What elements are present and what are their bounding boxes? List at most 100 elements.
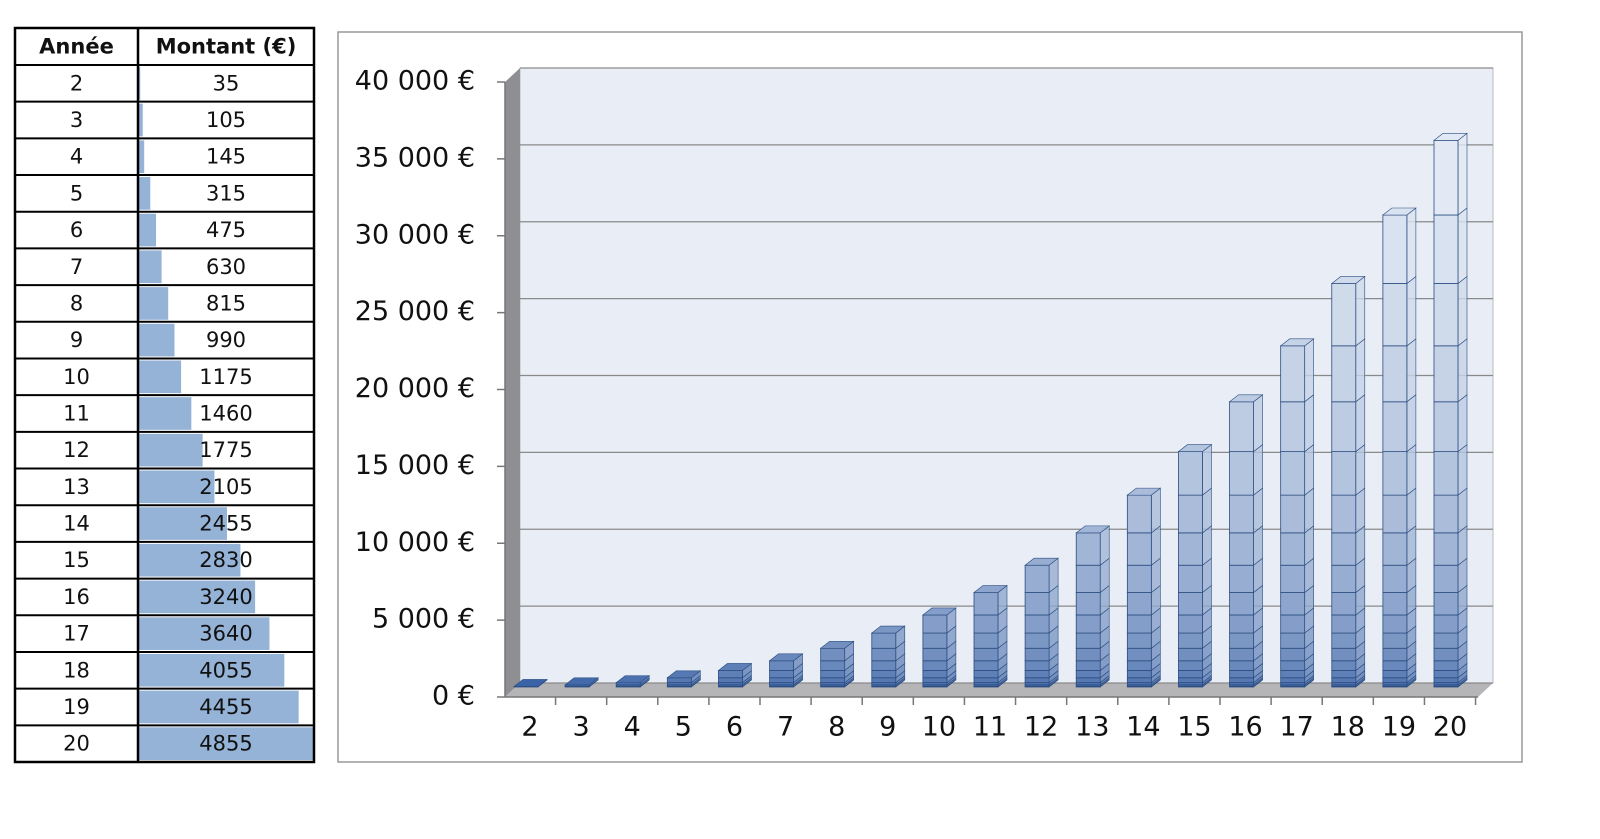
bar-side — [1253, 487, 1263, 534]
bar-segment — [1178, 494, 1203, 534]
bar-segment — [1178, 660, 1203, 671]
bar-side — [1406, 443, 1417, 496]
year-cell: 5 — [70, 181, 83, 205]
y-tick-label: 30 000 € — [355, 219, 475, 250]
year-cell: 6 — [70, 218, 83, 242]
bar-segment — [1178, 451, 1203, 496]
bar-side — [1304, 487, 1314, 534]
bar-segment — [1229, 592, 1254, 616]
bar-segment — [1433, 670, 1459, 679]
bar-side — [1355, 487, 1366, 534]
bar-segment — [1331, 670, 1357, 679]
bar-segment — [1331, 283, 1357, 347]
bar-segment — [1331, 592, 1357, 616]
x-tick-label: 19 — [1382, 712, 1416, 743]
x-tick-label: 17 — [1279, 712, 1313, 743]
bar-segment — [1382, 494, 1408, 534]
y-tick-label: 10 000 € — [355, 527, 475, 558]
bar-side — [1406, 338, 1417, 403]
bar-segment — [1075, 647, 1101, 662]
bar-segment — [1382, 401, 1408, 453]
bar-segment — [1433, 451, 1459, 496]
bar-segment — [1075, 670, 1101, 679]
y-tick-label: 40 000 € — [355, 66, 475, 97]
bar-segment — [1382, 660, 1408, 671]
bar-side — [1355, 443, 1366, 496]
bar-segment — [1075, 677, 1101, 684]
bar-segment — [1178, 647, 1203, 662]
table-header: Montant (€) — [156, 35, 297, 59]
bar-segment — [1433, 647, 1459, 662]
bar-side — [1457, 487, 1468, 534]
bar-segment — [1433, 592, 1459, 616]
amount-cell: 1775 — [199, 438, 252, 462]
amount-cell: 2455 — [199, 512, 252, 536]
bar-side — [1151, 487, 1161, 534]
bar-top — [615, 675, 651, 683]
bar-segment — [820, 670, 846, 679]
y-tick-label: 15 000 € — [355, 450, 475, 481]
bar-side — [1406, 207, 1417, 285]
amount-cell: 1460 — [199, 402, 252, 426]
year-cell: 3 — [70, 108, 83, 132]
amount-cell: 990 — [206, 328, 246, 352]
bar-side — [1457, 443, 1468, 496]
x-tick-label: 10 — [922, 712, 956, 743]
bar-segment — [1382, 632, 1408, 649]
bar-top — [1177, 444, 1213, 452]
bar-segment — [1331, 494, 1357, 534]
amount-cell: 105 — [206, 108, 246, 132]
bar-segment — [1126, 632, 1152, 649]
bar-segment — [973, 592, 999, 616]
bar-segment — [1178, 532, 1203, 566]
bar-segment — [718, 670, 743, 679]
side-wall — [505, 68, 520, 697]
data-bar — [139, 690, 299, 724]
data-bar — [139, 580, 256, 614]
year-cell: 13 — [63, 475, 90, 499]
bar-segment — [1280, 451, 1306, 496]
year-cell: 19 — [63, 695, 90, 719]
bar-side — [1406, 394, 1417, 453]
bar-top — [564, 677, 599, 686]
bar-segment — [1382, 670, 1408, 679]
bar-segment — [1331, 647, 1357, 662]
bar-segment — [718, 677, 743, 684]
year-cell: 17 — [63, 622, 90, 646]
bar-segment — [1229, 494, 1254, 534]
bar-segment — [1075, 592, 1101, 616]
x-tick-label: 12 — [1024, 712, 1058, 743]
data-bar — [139, 103, 143, 137]
bar-top — [1126, 487, 1162, 496]
bar-segment — [1280, 614, 1306, 634]
bar-segment — [871, 632, 897, 649]
year-cell: 16 — [63, 585, 90, 609]
x-tick-label: 8 — [828, 712, 845, 743]
x-tick-label: 16 — [1228, 712, 1262, 743]
bar-segment — [1433, 401, 1459, 453]
bar-side — [1457, 394, 1468, 453]
amount-cell: 3640 — [199, 622, 252, 646]
x-tick-label: 13 — [1075, 712, 1109, 743]
bar-segment — [1382, 677, 1408, 684]
bar-side — [1406, 487, 1417, 534]
bar-segment — [1382, 614, 1408, 634]
bar-segment — [1075, 532, 1101, 566]
bar-segment — [1178, 592, 1203, 616]
data-bar — [139, 543, 241, 577]
bar-segment — [973, 632, 999, 649]
bar-side — [1304, 443, 1314, 496]
y-tick-label: 25 000 € — [355, 296, 475, 327]
amount-cell: 630 — [206, 255, 246, 279]
bar-segment — [1178, 564, 1203, 593]
bar-top — [1330, 276, 1366, 284]
bar-side — [1304, 338, 1314, 403]
bar-segment — [922, 670, 948, 679]
bar-segment — [1331, 632, 1357, 649]
bar-segment — [1229, 677, 1254, 684]
bar-segment — [1075, 614, 1101, 634]
bar-side — [1355, 394, 1366, 453]
year-cell: 4 — [70, 145, 83, 169]
bar-segment — [922, 677, 948, 684]
